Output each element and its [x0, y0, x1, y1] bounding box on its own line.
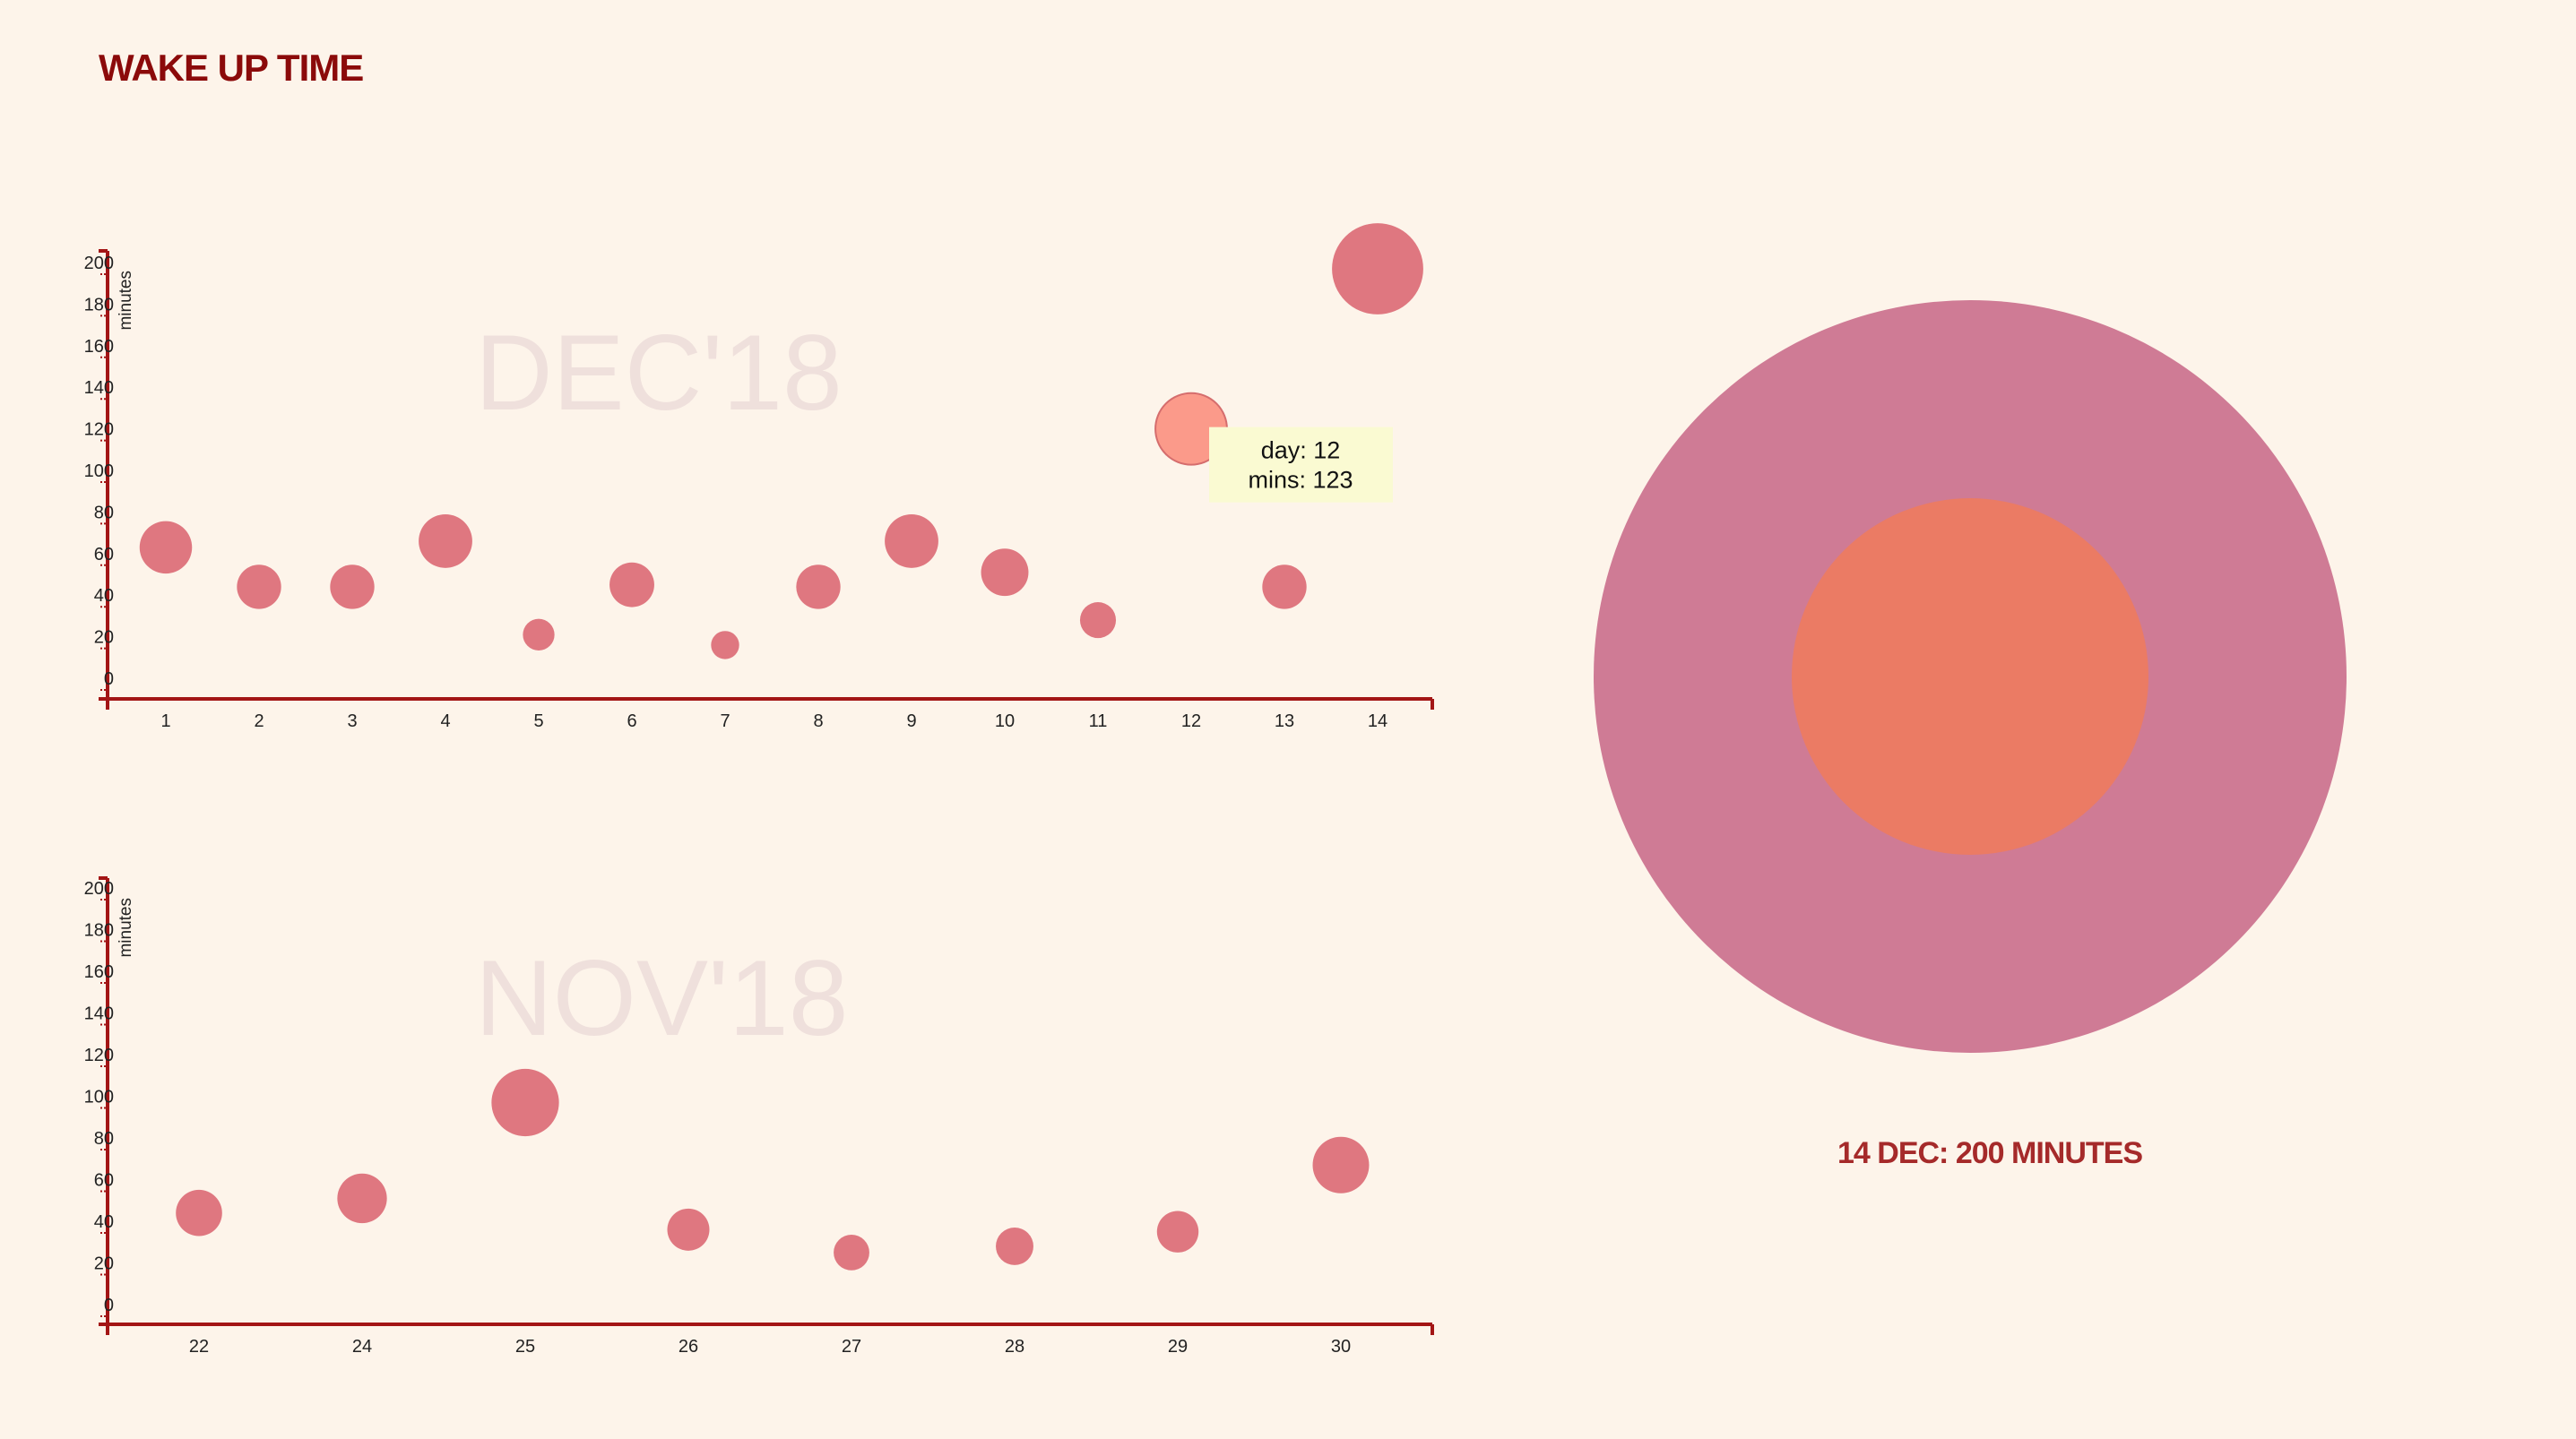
x-tick-label: 29: [1168, 1337, 1188, 1357]
bubble-day-25[interactable]: [491, 1068, 559, 1137]
page-title: WAKE UP TIME: [99, 47, 364, 89]
chart-title: DEC'18: [475, 313, 843, 433]
x-tick-label: 14: [1368, 711, 1387, 731]
x-tick-label: 24: [352, 1337, 372, 1357]
x-tick-label: 30: [1331, 1337, 1351, 1357]
bubble-day-28[interactable]: [996, 1227, 1033, 1265]
tooltip-box: [1209, 427, 1393, 503]
bubble-day-4[interactable]: [419, 514, 472, 568]
x-tick-label: 13: [1275, 711, 1294, 731]
detail-inner-circle: [1792, 498, 2148, 855]
bubble-day-14[interactable]: [1332, 223, 1423, 315]
y-tick-label: 140: [84, 378, 114, 398]
bubble-day-8[interactable]: [796, 564, 841, 609]
x-tick-label: 5: [533, 711, 543, 731]
y-tick-label: 80: [94, 1129, 114, 1149]
day-detail-circle: [1594, 300, 2347, 1053]
bubble-day-24[interactable]: [337, 1173, 387, 1224]
bubble-day-11[interactable]: [1079, 602, 1117, 639]
bubble-day-10[interactable]: [981, 548, 1029, 597]
y-tick-label: 60: [94, 545, 114, 564]
x-tick-label: 27: [842, 1337, 861, 1357]
x-tick-label: 6: [627, 711, 636, 731]
tooltip-mins: mins: 123: [1248, 467, 1353, 494]
y-tick-label: 200: [84, 254, 114, 273]
bubble-day-27[interactable]: [834, 1234, 869, 1271]
y-axis-label: minutes: [117, 898, 135, 958]
tooltip-day: day: 12: [1261, 437, 1341, 464]
chart-0: DEC'18 0 20 40 60 80 100 120 140 160 180 200minutes…: [84, 223, 1434, 731]
x-tick-label: 2: [254, 711, 264, 731]
x-tick-label: 9: [906, 711, 916, 731]
y-tick-label: 40: [94, 1212, 114, 1232]
y-tick-label: 0: [104, 669, 114, 689]
y-tick-label: 20: [94, 1254, 114, 1274]
chart-title: NOV'18: [475, 938, 848, 1058]
x-tick-label: 4: [440, 711, 450, 731]
chart-1: NOV'18 0 20 40 60 80 100 120 140 160 180 200minutes…: [84, 876, 1434, 1357]
x-tick-label: 1: [160, 711, 170, 731]
bubble-day-5[interactable]: [523, 618, 555, 651]
x-tick-label: 7: [720, 711, 730, 731]
bubble-day-2[interactable]: [237, 564, 281, 609]
y-tick-label: 0: [104, 1296, 114, 1315]
x-tick-label: 28: [1005, 1337, 1024, 1357]
bubble-day-3[interactable]: [330, 564, 375, 609]
tooltip: day: 12 mins: 123: [1209, 427, 1393, 503]
bubble-day-30[interactable]: [1312, 1136, 1370, 1193]
y-tick-label: 20: [94, 628, 114, 648]
y-tick-label: 160: [84, 337, 114, 357]
x-tick-label: 26: [679, 1337, 698, 1357]
y-tick-label: 80: [94, 503, 114, 522]
bubble-day-9[interactable]: [885, 514, 938, 568]
y-tick-label: 160: [84, 962, 114, 982]
x-tick-label: 25: [515, 1337, 535, 1357]
bubble-day-26[interactable]: [667, 1208, 710, 1251]
bubble-day-6[interactable]: [609, 562, 654, 607]
x-tick-label: 11: [1089, 711, 1108, 731]
y-tick-label: 140: [84, 1004, 114, 1024]
y-axis-label: minutes: [117, 271, 135, 331]
bubble-day-22[interactable]: [176, 1189, 222, 1237]
detail-caption: 14 DEC: 200 MINUTES: [1837, 1136, 2143, 1170]
bubble-day-1[interactable]: [139, 521, 193, 574]
bubble-day-13[interactable]: [1262, 564, 1307, 609]
bubble-day-29[interactable]: [1156, 1211, 1199, 1253]
y-tick-label: 120: [84, 420, 114, 440]
y-tick-label: 100: [84, 461, 114, 481]
x-tick-label: 10: [995, 711, 1015, 731]
x-tick-label: 8: [813, 711, 823, 731]
bubble-day-7[interactable]: [711, 631, 739, 659]
y-tick-label: 60: [94, 1171, 114, 1191]
x-tick-label: 3: [347, 711, 357, 731]
x-tick-label: 12: [1181, 711, 1201, 731]
y-tick-label: 120: [84, 1046, 114, 1065]
x-tick-label: 22: [189, 1337, 209, 1357]
y-tick-label: 180: [84, 921, 114, 941]
y-tick-label: 100: [84, 1088, 114, 1107]
y-tick-label: 180: [84, 295, 114, 315]
y-tick-label: 40: [94, 586, 114, 606]
y-tick-label: 200: [84, 879, 114, 899]
